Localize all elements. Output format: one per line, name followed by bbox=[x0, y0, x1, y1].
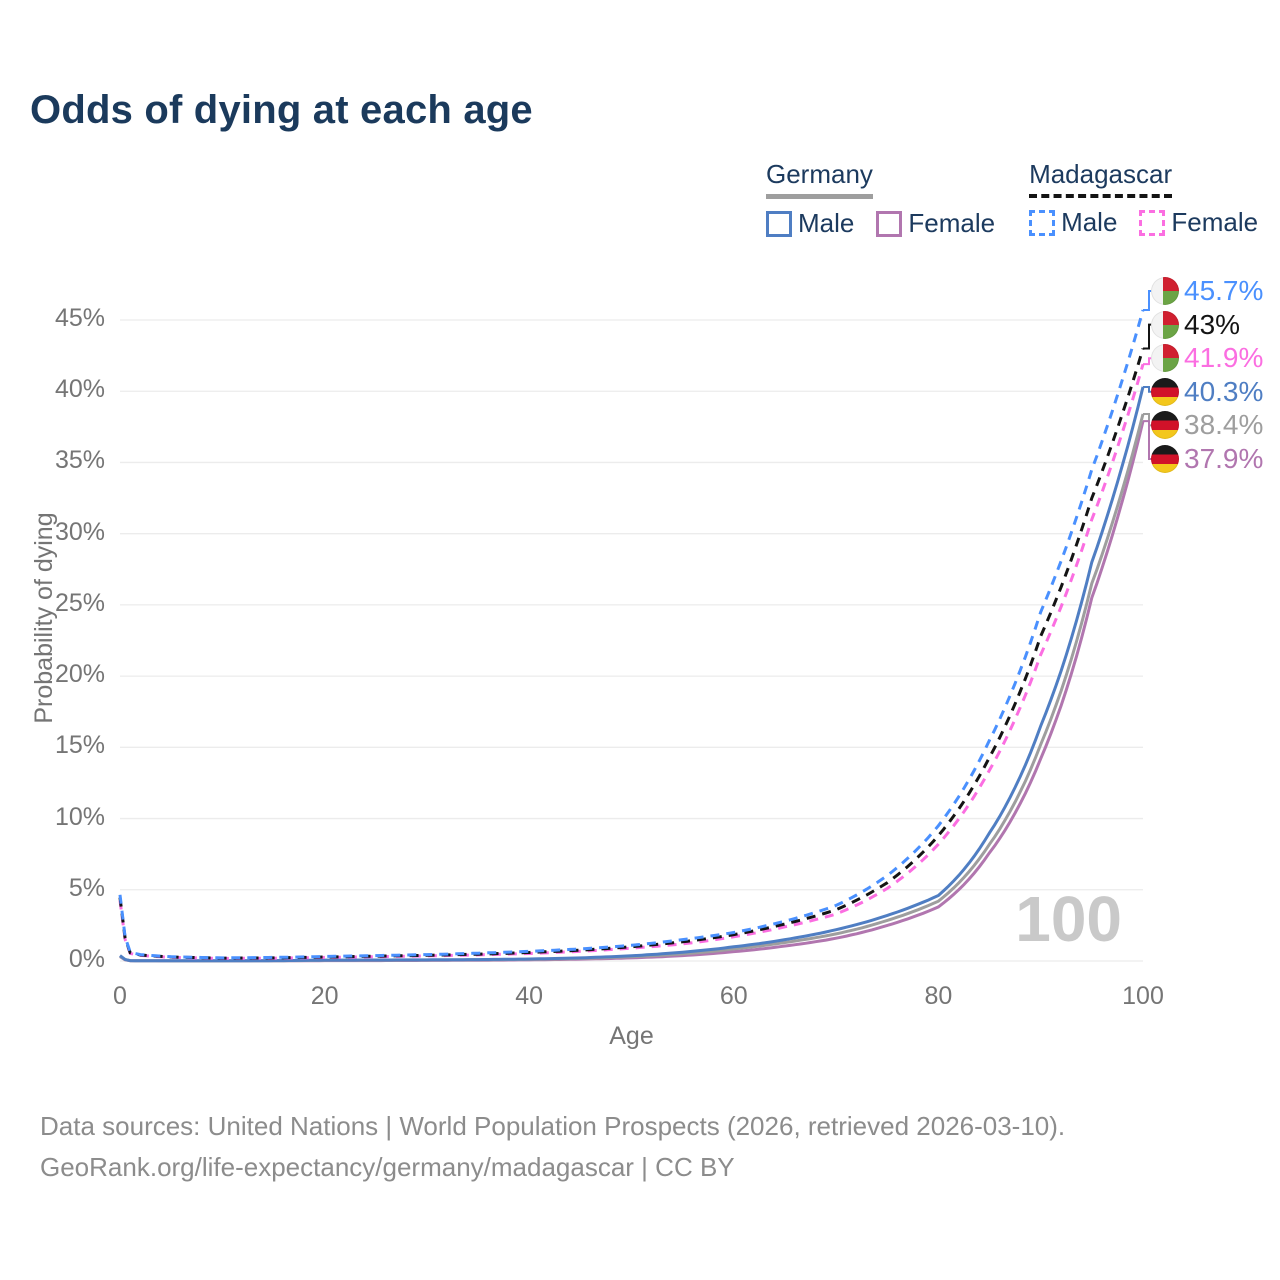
data-sources-line: Data sources: United Nations | World Pop… bbox=[40, 1111, 1066, 1141]
series-line-madagascar-female[interactable] bbox=[118, 363, 1145, 960]
legend-group-madagascar: Madagascar Male Female bbox=[1029, 159, 1258, 239]
end-label-value: 37.9% bbox=[1184, 443, 1264, 474]
legend-swatch-icon bbox=[1029, 209, 1056, 236]
x-tick-80: 80 bbox=[924, 982, 953, 1010]
y-tick-35: 35% bbox=[54, 446, 105, 475]
end-label-germany-male: 40.3% bbox=[1151, 375, 1264, 407]
y-tick-30: 30% bbox=[54, 517, 105, 546]
legend-item-label: Male bbox=[798, 208, 855, 238]
end-label-germany: 38.4% bbox=[1151, 409, 1264, 441]
y-tick-20: 20% bbox=[54, 660, 105, 689]
y-axis-title: Probability of dying bbox=[30, 512, 58, 724]
page-title: Odds of dying at each age bbox=[30, 88, 533, 132]
legend-item-madagascar-male[interactable]: Male bbox=[1029, 207, 1117, 238]
series-line-madagascar-male[interactable] bbox=[118, 309, 1145, 960]
y-tick-45: 45% bbox=[54, 304, 105, 332]
legend-items-germany: Male Female bbox=[766, 208, 995, 239]
legend-item-germany-male[interactable]: Male bbox=[766, 208, 854, 239]
legend-item-label: Male bbox=[1061, 207, 1118, 237]
end-label-value: 38.4% bbox=[1184, 409, 1264, 441]
y-tick-10: 10% bbox=[54, 802, 105, 831]
legend-group-title-germany[interactable]: Germany bbox=[766, 159, 873, 199]
legend: Germany Male Female Madagascar Male Female bbox=[766, 159, 1258, 239]
hovered-age-watermark: 100 bbox=[1015, 883, 1122, 955]
madagascar-flag-icon bbox=[1151, 310, 1179, 339]
end-label-madagascar: 43% bbox=[1151, 308, 1241, 340]
y-tick-15: 15% bbox=[54, 731, 105, 760]
x-tick-40: 40 bbox=[515, 982, 544, 1010]
series-line-germany-female[interactable] bbox=[119, 420, 1145, 963]
attribution-line: GeoRank.org/life-expectancy/germany/mada… bbox=[40, 1152, 735, 1182]
germany-flag-icon bbox=[1151, 411, 1179, 440]
germany-flag-icon bbox=[1151, 377, 1179, 406]
legend-group-title-madagascar[interactable]: Madagascar bbox=[1029, 159, 1173, 198]
legend-item-label: Female bbox=[1171, 207, 1259, 237]
series-line-germany-male[interactable] bbox=[119, 386, 1145, 963]
x-axis-title: Age bbox=[609, 1022, 654, 1050]
madagascar-flag-icon bbox=[1151, 277, 1179, 305]
legend-item-germany-female[interactable]: Female bbox=[876, 208, 995, 239]
series-line-germany[interactable] bbox=[119, 413, 1145, 963]
y-tick-5: 5% bbox=[68, 873, 105, 902]
madagascar-flag-icon bbox=[1151, 344, 1179, 373]
end-label-germany-female: 37.9% bbox=[1151, 443, 1264, 474]
footer: Data sources: United Nations | World Pop… bbox=[40, 1106, 1065, 1188]
legend-item-label: Female bbox=[908, 208, 996, 238]
end-label-value: 43% bbox=[1184, 308, 1241, 340]
end-label-madagascar-female: 41.9% bbox=[1151, 342, 1264, 374]
x-tick-60: 60 bbox=[719, 982, 748, 1010]
y-tick-40: 40% bbox=[54, 375, 105, 404]
end-label-value: 45.7% bbox=[1184, 275, 1264, 306]
end-label-value: 41.9% bbox=[1184, 342, 1264, 374]
legend-swatch-icon bbox=[876, 210, 903, 237]
legend-items-madagascar: Male Female bbox=[1029, 207, 1258, 238]
legend-item-madagascar-female[interactable]: Female bbox=[1139, 207, 1258, 238]
legend-swatch-icon bbox=[766, 210, 792, 237]
y-tick-0: 0% bbox=[68, 945, 105, 973]
x-tick-100: 100 bbox=[1122, 982, 1164, 1010]
germany-flag-icon bbox=[1151, 445, 1179, 473]
legend-group-germany: Germany Male Female bbox=[766, 159, 995, 239]
y-tick-25: 25% bbox=[54, 588, 105, 617]
end-label-value: 40.3% bbox=[1184, 375, 1264, 407]
legend-swatch-icon bbox=[1139, 209, 1166, 236]
x-tick-0: 0 bbox=[113, 982, 127, 1010]
end-label-madagascar-male: 45.7% bbox=[1151, 275, 1264, 306]
x-tick-20: 20 bbox=[310, 982, 339, 1010]
series-line-madagascar[interactable] bbox=[118, 348, 1145, 960]
